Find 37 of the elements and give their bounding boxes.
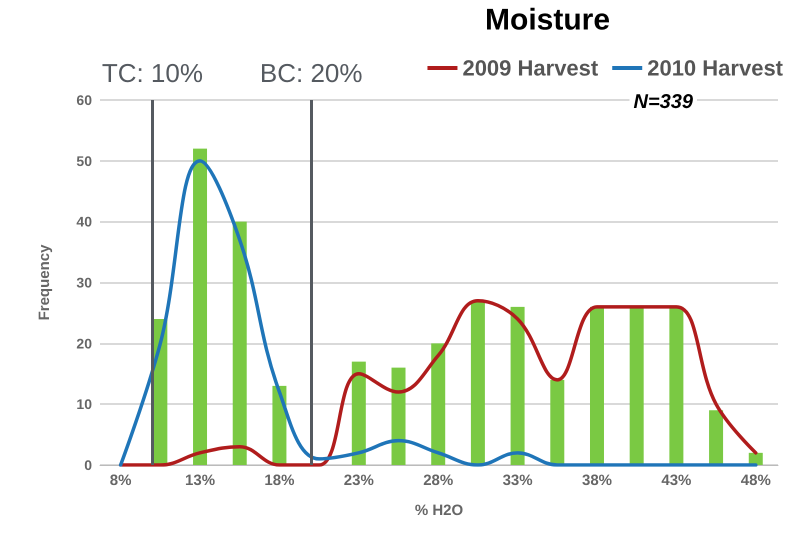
y-tick-label: 10 [76, 396, 92, 412]
bar [669, 306, 684, 465]
legend-label: 2010 Harvest [647, 56, 784, 80]
y-tick-label: 50 [76, 152, 92, 169]
legend-label: 2009 Harvest [462, 56, 599, 80]
x-tick-label: 18% [264, 472, 294, 489]
bar [232, 222, 247, 465]
x-tick-label: 13% [185, 472, 216, 489]
ref-line-label: BC: 20% [260, 58, 362, 88]
annotation: N=339 [634, 91, 694, 113]
bar [392, 368, 406, 465]
chart-title: Moisture [485, 4, 610, 36]
bar [550, 380, 564, 465]
bar [470, 300, 485, 465]
x-tick-label: 23% [344, 472, 374, 489]
bar [630, 306, 644, 465]
y-tick-label: 20 [76, 335, 92, 352]
y-tick-label: 0 [84, 457, 92, 473]
bar [709, 410, 724, 465]
bar [193, 148, 208, 465]
y-tick-label: 40 [76, 214, 92, 230]
bar [431, 343, 446, 465]
x-tick-label: 43% [661, 472, 692, 489]
x-axis-title: % H2O [414, 502, 464, 519]
x-tick-label: 8% [110, 472, 132, 489]
bar [590, 306, 604, 465]
y-tick-label: 60 [76, 92, 92, 108]
y-axis-title: Frequency [36, 244, 53, 320]
x-tick-label: 38% [582, 472, 612, 489]
bar [510, 306, 525, 465]
ref-line-label: TC: 10% [102, 58, 203, 88]
bar [352, 362, 366, 465]
x-tick-label: 48% [740, 472, 771, 489]
x-tick-label: 28% [423, 472, 454, 489]
x-tick-label: 33% [502, 472, 533, 489]
y-tick-label: 30 [76, 274, 92, 290]
line-series [118, 159, 758, 467]
